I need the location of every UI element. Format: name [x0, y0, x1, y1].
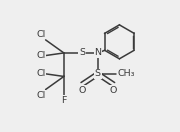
Text: O: O: [110, 86, 117, 95]
Text: S: S: [79, 48, 85, 57]
Text: Cl: Cl: [36, 51, 46, 60]
Text: Cl: Cl: [36, 69, 46, 78]
Text: O: O: [78, 86, 86, 95]
Text: F: F: [61, 96, 67, 105]
Text: CH₃: CH₃: [117, 69, 135, 78]
Text: Cl: Cl: [36, 30, 46, 39]
Text: S: S: [95, 69, 101, 78]
Text: Cl: Cl: [36, 91, 46, 100]
Text: N: N: [94, 48, 101, 57]
